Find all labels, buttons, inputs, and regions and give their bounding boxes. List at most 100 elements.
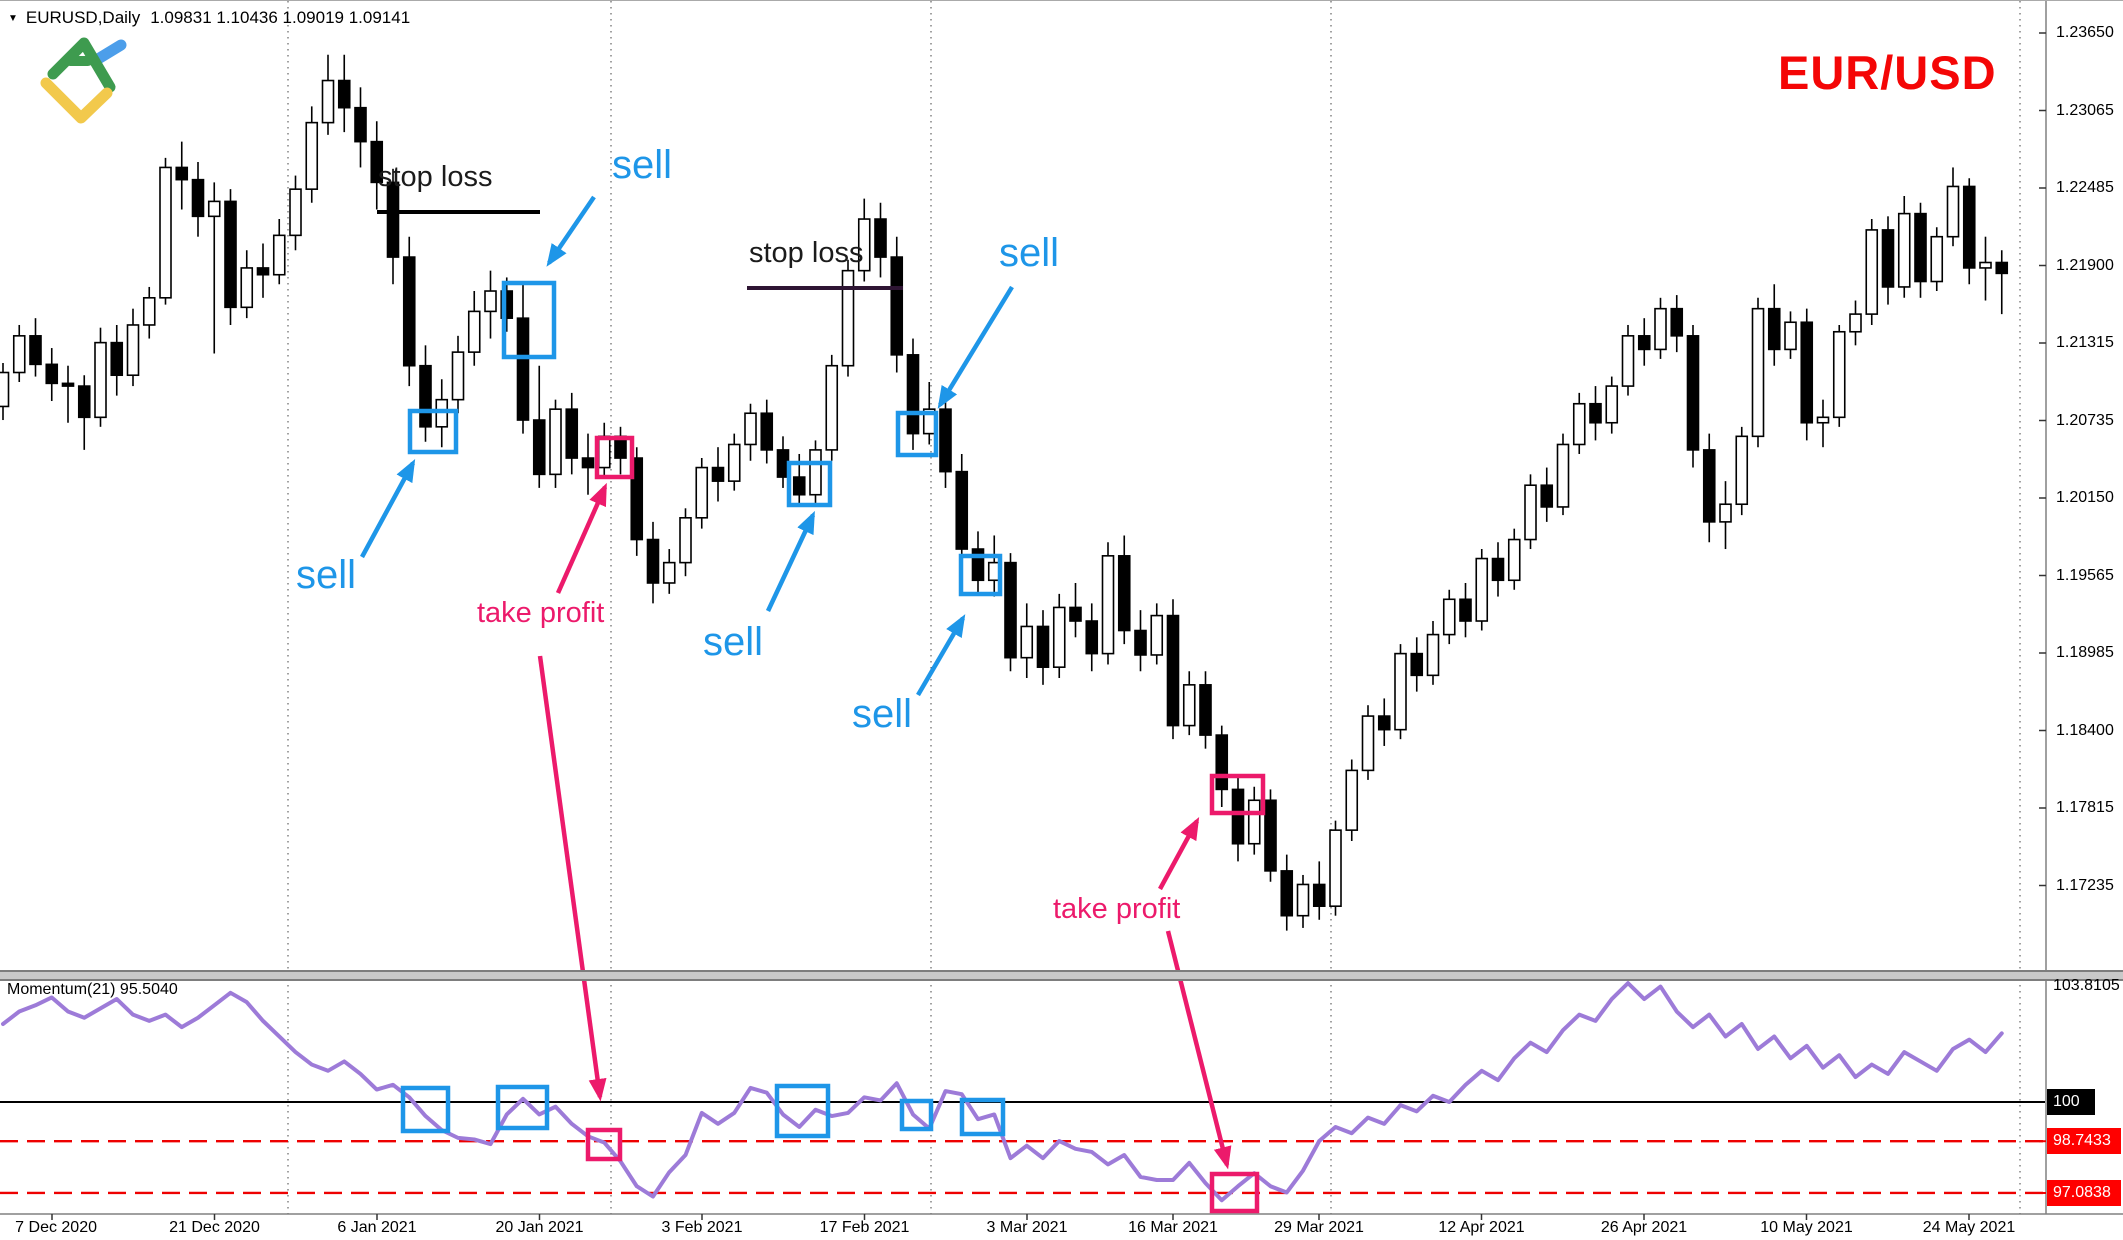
candle-body <box>175 166 189 181</box>
candle-body <box>142 297 156 326</box>
candle-body <box>1491 557 1505 582</box>
candle-body <box>630 457 644 541</box>
candle-body <box>337 79 351 109</box>
take-profit-arrow <box>537 655 607 1102</box>
candle-body <box>29 335 42 366</box>
momentum-upper-level-badge: 98.7433 <box>2047 1128 2121 1154</box>
candle-body <box>1605 385 1619 424</box>
candle-body <box>0 371 10 408</box>
candle-body <box>191 178 205 218</box>
candle-body <box>1052 606 1066 668</box>
candle-body <box>1134 629 1147 656</box>
candle-body <box>1117 555 1131 632</box>
candle-body <box>1995 261 2009 275</box>
candle-body <box>955 470 969 550</box>
candle-body <box>1751 307 1765 438</box>
date-tick-label: 26 Apr 2021 <box>1600 1219 1688 1236</box>
price-tick-label: 1.18400 <box>2056 721 2114 739</box>
sell-arrow <box>546 195 596 267</box>
date-tick-label: 7 Dec 2020 <box>15 1219 98 1236</box>
price-tick-label: 1.23065 <box>2056 101 2114 119</box>
take-profit-price-box <box>1209 773 1266 816</box>
candle-body <box>467 310 481 353</box>
candle-body <box>1767 307 1781 351</box>
candle-body <box>1524 484 1537 541</box>
litefinance-logo <box>40 37 127 124</box>
sell-label: sell <box>703 620 764 664</box>
collapse-triangle-icon[interactable]: ▼ <box>8 13 18 24</box>
sell-label: sell <box>852 692 913 736</box>
momentum-max-label: 103.8105 <box>2053 977 2120 994</box>
candle-body <box>1312 883 1326 907</box>
take-profit-label: take profit <box>477 597 605 629</box>
take-profit-arrow <box>1158 817 1200 891</box>
candle-body <box>1930 235 1944 283</box>
momentum-100-badge: 100 <box>2047 1089 2095 1115</box>
symbol-period-label: EURUSD,Daily <box>25 8 141 27</box>
candle-body <box>354 106 367 143</box>
momentum-lower-level-badge: 97.0838 <box>2047 1180 2121 1206</box>
sell-signal-box <box>407 408 459 455</box>
candle-body <box>1199 684 1212 736</box>
candle-body <box>1182 684 1196 727</box>
sell-momentum-box <box>774 1083 831 1139</box>
candle-body <box>1329 829 1342 907</box>
sell-label: sell <box>296 553 357 597</box>
logo-green-chevron <box>47 37 116 93</box>
candle-body <box>1897 212 1911 288</box>
candle-body <box>1540 484 1554 508</box>
logo-blue-stroke <box>92 39 127 65</box>
candlesticks <box>0 54 2009 931</box>
candle-body <box>971 548 985 582</box>
candle-body <box>532 419 546 476</box>
candle-body <box>159 166 172 299</box>
candle-body <box>305 121 319 190</box>
candle-body <box>1036 625 1050 668</box>
sell-momentum-box <box>495 1084 550 1131</box>
chart-title-bar: ▼ EURUSD,Daily 1.09831 1.10436 1.09019 1.0… <box>8 8 410 28</box>
date-tick-label: 21 Dec 2020 <box>169 1219 260 1236</box>
candle-body <box>1085 620 1099 655</box>
candle-body <box>1946 185 1960 238</box>
date-tick-label: 3 Feb 2021 <box>661 1219 743 1236</box>
candle-body <box>1735 435 1749 506</box>
candle-body <box>1979 261 1992 269</box>
sell-signal-box <box>958 553 1003 597</box>
stop-loss-label: stop loss <box>749 237 864 269</box>
candle-body <box>711 466 725 482</box>
date-tick-label: 3 Mar 2021 <box>986 1219 1068 1236</box>
candle-body <box>1637 335 1651 351</box>
candle-body <box>841 269 855 367</box>
date-tick-label: 6 Jan 2021 <box>337 1219 417 1236</box>
candle-body <box>1377 715 1391 731</box>
candle-body <box>484 290 497 313</box>
candle-body <box>1654 307 1667 351</box>
candle-body <box>1020 625 1034 659</box>
momentum-level-lines <box>0 1101 2045 1195</box>
candle-body <box>809 449 822 496</box>
take-profit-momentum-box <box>1209 1171 1260 1214</box>
candle-body <box>1784 321 1797 351</box>
candle-body <box>321 79 335 124</box>
candle-body <box>1914 212 1927 283</box>
candle-body <box>289 188 302 237</box>
sell-arrow <box>916 614 966 697</box>
sell-arrow <box>360 459 416 559</box>
candle-body <box>1832 330 1846 419</box>
candle-body <box>370 140 384 184</box>
candle-body <box>1426 633 1440 677</box>
panel-divider[interactable] <box>0 970 2123 981</box>
candle-body <box>1247 799 1261 845</box>
grid-lines <box>287 1 2021 1214</box>
pair-watermark: EUR/USD <box>1778 46 1997 99</box>
candle-body <box>549 408 562 476</box>
candle-body <box>516 317 530 421</box>
candle-body <box>45 363 59 385</box>
price-tick-label: 1.21315 <box>2056 334 2114 351</box>
candle-body <box>1962 185 1976 269</box>
price-tick-label: 1.21900 <box>2056 256 2114 274</box>
candle-body <box>565 408 579 459</box>
candle-body <box>890 256 904 356</box>
